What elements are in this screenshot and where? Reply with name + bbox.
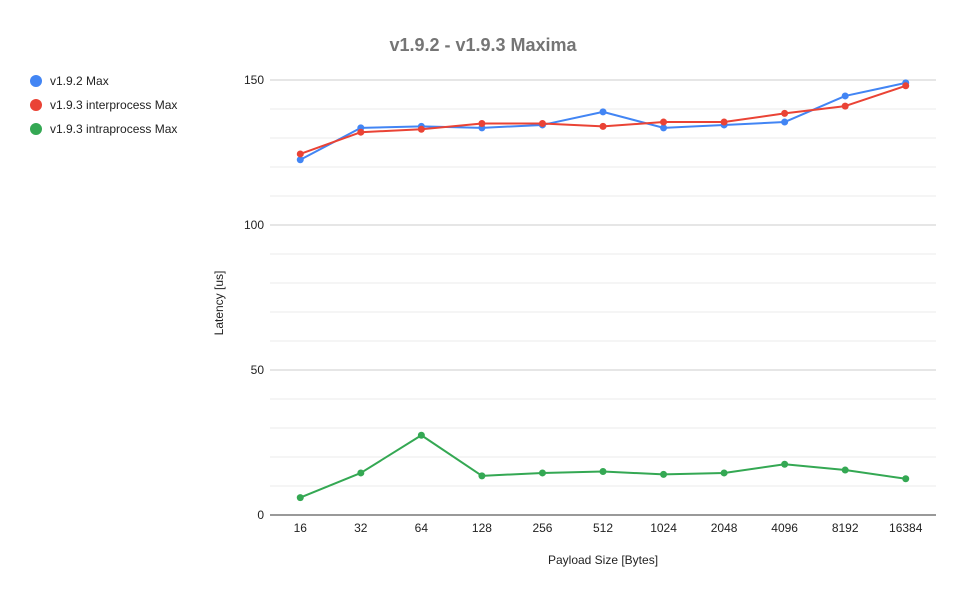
data-point [538,469,546,477]
x-tick-label: 32 [354,521,368,535]
data-point [660,118,668,126]
data-point [357,469,365,477]
x-tick-label: 4096 [771,521,798,535]
data-point [478,120,486,127]
legend-label: v1.9.3 intraprocess Max [50,122,177,136]
data-point [599,108,607,116]
data-point [781,460,789,468]
x-tick-label: 256 [532,521,552,535]
series-3 [296,431,910,502]
x-tick-label: 1024 [650,521,677,535]
series-line [299,84,907,155]
y-tick-label: 50 [251,363,265,377]
series-line [299,434,906,499]
data-point [660,470,668,478]
series-2 [296,82,910,158]
data-point [902,82,910,90]
x-tick-label: 64 [415,521,429,535]
data-point [660,124,668,132]
legend-marker [30,99,42,111]
y-tick-label: 0 [257,508,264,522]
data-point [841,102,849,110]
data-point [599,468,607,475]
data-point [841,466,849,474]
data-point [781,118,789,126]
data-point [841,92,849,100]
x-tick-label: 512 [593,521,613,535]
data-point [720,118,728,126]
data-point [417,431,425,439]
x-tick-label: 2048 [711,521,738,535]
data-point [478,472,486,480]
data-point [902,475,910,483]
y-axis-ticks: 0 50 100 150 [244,73,264,522]
legend-marker [30,123,42,135]
x-axis-ticks: 16 32 64 128 256 512 1024 2048 4096 8192 16384 [294,521,923,535]
y-axis-label: Latency [us] [212,271,226,336]
data-point [599,122,607,130]
x-tick-label: 16384 [889,521,923,535]
x-tick-label: 16 [294,521,308,535]
data-point [781,109,789,117]
data-point [357,128,365,136]
legend-marker [30,75,42,87]
chart-title: v1.9.2 - v1.9.3 Maxima [389,35,577,55]
y-tick-label: 150 [244,73,264,87]
series-line [299,81,906,161]
x-tick-label: 8192 [832,521,859,535]
data-point [296,156,304,164]
series-group [296,79,910,502]
data-point [296,150,304,158]
data-point [417,125,425,133]
x-axis-label: Payload Size [Bytes] [548,553,658,567]
legend-label: v1.9.3 interprocess Max [50,98,177,112]
legend: v1.9.2 Max v1.9.3 interprocess Max v1.9.3 … [30,74,177,136]
data-point [296,494,304,502]
data-point [538,120,546,127]
x-tick-label: 128 [472,521,492,535]
data-point [720,469,728,477]
y-tick-label: 100 [244,218,264,232]
gridlines [270,79,936,516]
legend-label: v1.9.2 Max [50,74,109,88]
series-1 [296,79,910,164]
